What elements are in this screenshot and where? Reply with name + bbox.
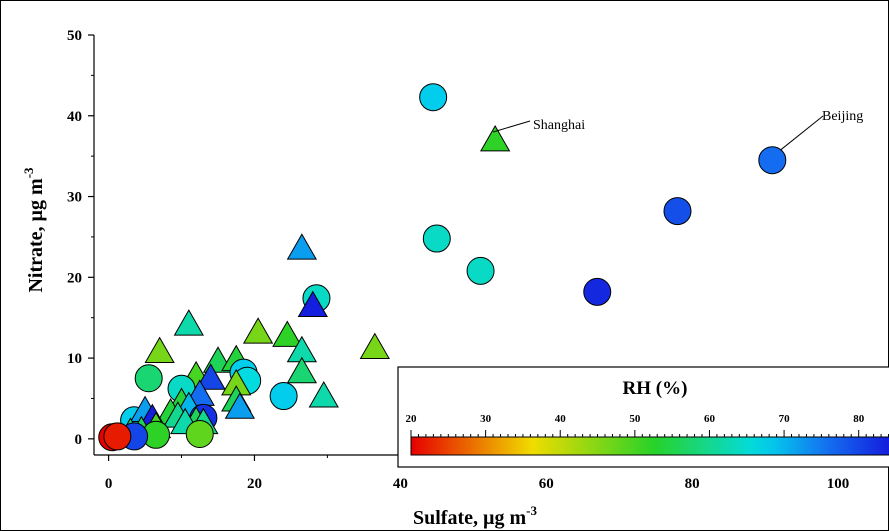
colorbar-tick-label: 80 bbox=[853, 413, 865, 425]
y-tick-label: 10 bbox=[67, 351, 82, 367]
data-point-circle bbox=[134, 364, 163, 393]
annotations: Shanghai Beijing bbox=[493, 109, 863, 151]
shanghai-leader-line bbox=[493, 120, 531, 133]
data-point-circle bbox=[758, 146, 787, 175]
data-point-triangle bbox=[173, 309, 204, 336]
y-tick-label: 30 bbox=[67, 190, 82, 206]
data-point-circle bbox=[419, 83, 448, 112]
x-tick-label: 40 bbox=[393, 476, 408, 492]
colorbar-tick-label: 30 bbox=[480, 413, 492, 425]
data-point-triangle bbox=[308, 381, 339, 408]
data-point-triangle bbox=[480, 124, 511, 152]
data-point-triangle bbox=[286, 233, 318, 260]
data-point-circle bbox=[422, 224, 451, 253]
colorbar-tick-label: 20 bbox=[406, 413, 418, 425]
data-point-triangle bbox=[286, 356, 318, 384]
data-point-circle bbox=[466, 256, 495, 285]
y-tick-label: 20 bbox=[67, 270, 82, 286]
y-axis-title-superscript: -3 bbox=[21, 167, 36, 178]
data-point-triangle bbox=[195, 363, 226, 390]
data-point-triangle bbox=[144, 336, 175, 364]
data-point-triangle bbox=[359, 332, 390, 359]
x-tick-label: 0 bbox=[105, 476, 113, 492]
colorbar-legend: 20 30 40 50 60 70 80 RH (%) bbox=[397, 366, 889, 468]
x-tick-label: 100 bbox=[827, 476, 850, 492]
beijing-leader-line bbox=[779, 115, 824, 151]
data-point-triangle bbox=[297, 290, 328, 317]
colorbar-title: RH (%) bbox=[623, 378, 688, 399]
y-tick-label: 0 bbox=[75, 432, 83, 448]
annotation-shanghai: Shanghai bbox=[533, 118, 585, 133]
y-tick-label: 50 bbox=[67, 28, 82, 44]
colorbar-gradient bbox=[410, 436, 889, 456]
y-tick-label: 40 bbox=[67, 109, 82, 125]
x-tick-label: 60 bbox=[539, 476, 554, 492]
data-point-circle bbox=[583, 277, 612, 306]
colorbar-tick-label: 70 bbox=[779, 413, 791, 425]
annotation-beijing: Beijing bbox=[822, 109, 863, 124]
colorbar-tick-label: 40 bbox=[555, 413, 567, 425]
data-point-triangle bbox=[272, 320, 303, 347]
data-point-circle bbox=[663, 197, 692, 226]
x-tick-label: 20 bbox=[247, 476, 262, 492]
x-tick-label: 80 bbox=[685, 476, 700, 492]
data-point-triangle bbox=[224, 392, 256, 419]
data-point-circle bbox=[185, 420, 214, 448]
data-point-circle bbox=[103, 422, 132, 451]
x-axis-title: Sulfate, µg m-3 bbox=[413, 503, 538, 529]
colorbar-tick-label: 50 bbox=[629, 413, 641, 425]
colorbar-tick-label: 60 bbox=[704, 413, 716, 425]
x-axis-title-superscript: -3 bbox=[526, 503, 537, 518]
y-axis-title: Nitrate, µg m-3 bbox=[21, 167, 47, 293]
axis-titles: Sulfate, µg m-3 Nitrate, µg m-3 bbox=[21, 167, 538, 529]
data-point-circle bbox=[269, 382, 298, 411]
data-point-triangle bbox=[242, 317, 274, 344]
data-points bbox=[98, 83, 787, 452]
